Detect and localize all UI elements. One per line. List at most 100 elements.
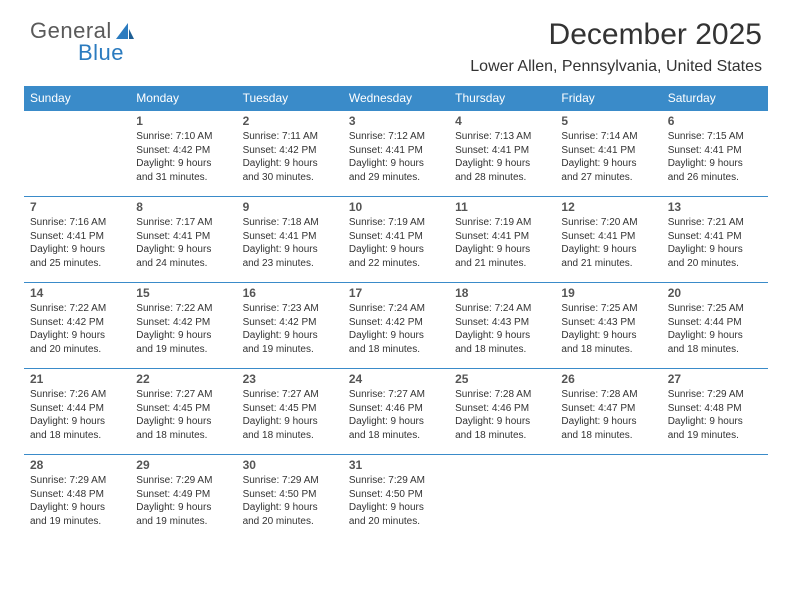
day-number: 27 [668, 372, 762, 386]
day-number: 14 [30, 286, 124, 300]
calendar-day-cell: 10 Sunrise: 7:19 AMSunset: 4:41 PMDayligh… [343, 197, 449, 283]
calendar-day-cell: 23 Sunrise: 7:27 AMSunset: 4:45 PMDayligh… [237, 369, 343, 455]
day-number: 2 [243, 114, 337, 128]
day-number: 12 [561, 200, 655, 214]
day-number: 6 [668, 114, 762, 128]
calendar-body: 1 Sunrise: 7:10 AMSunset: 4:42 PMDaylight… [24, 111, 768, 541]
day-detail-text: Sunrise: 7:16 AMSunset: 4:41 PMDaylight:… [30, 216, 124, 270]
calendar-day-cell: 5 Sunrise: 7:14 AMSunset: 4:41 PMDaylight… [555, 111, 661, 197]
day-detail-text: Sunrise: 7:22 AMSunset: 4:42 PMDaylight:… [136, 302, 230, 356]
day-number: 26 [561, 372, 655, 386]
calendar-day-cell: 13Sunrise: 7:21 AMSunset: 4:41 PMDayligh… [662, 197, 768, 283]
day-detail-text: Sunrise: 7:27 AMSunset: 4:46 PMDaylight:… [349, 388, 443, 442]
calendar-week-row: 21 Sunrise: 7:26 AMSunset: 4:44 PMDayligh… [24, 369, 768, 455]
day-detail-text: Sunrise: 7:28 AMSunset: 4:46 PMDaylight:… [455, 388, 549, 442]
day-detail-text: Sunrise: 7:17 AMSunset: 4:41 PMDaylight:… [136, 216, 230, 270]
calendar-day-cell: 18Sunrise: 7:24 AMSunset: 4:43 PMDayligh… [449, 283, 555, 369]
calendar-day-cell: 31 Sunrise: 7:29 AMSunset: 4:50 PMDayligh… [343, 455, 449, 541]
calendar-table: Sunday Monday Tuesday Wednesday Thursday… [24, 86, 768, 541]
day-number: 22 [136, 372, 230, 386]
day-number: 31 [349, 458, 443, 472]
calendar-day-cell: 27 Sunrise: 7:29 AMSunset: 4:48 PMDayligh… [662, 369, 768, 455]
day-detail-text: Sunrise: 7:27 AMSunset: 4:45 PMDaylight:… [136, 388, 230, 442]
day-detail-text: Sunrise: 7:20 AMSunset: 4:41 PMDaylight:… [561, 216, 655, 270]
calendar-day-cell: 28 Sunrise: 7:29 AMSunset: 4:48 PMDayligh… [24, 455, 130, 541]
day-number: 18 [455, 286, 549, 300]
day-detail-text: Sunrise: 7:29 AMSunset: 4:50 PMDaylight:… [349, 474, 443, 528]
day-detail-text: Sunrise: 7:13 AMSunset: 4:41 PMDaylight:… [455, 130, 549, 184]
calendar-day-cell: 3Sunrise: 7:12 AMSunset: 4:41 PMDaylight… [343, 111, 449, 197]
day-number: 10 [349, 200, 443, 214]
calendar-day-cell: 14 Sunrise: 7:22 AMSunset: 4:42 PMDayligh… [24, 283, 130, 369]
day-number: 28 [30, 458, 124, 472]
day-header: Tuesday [237, 86, 343, 111]
day-number: 17 [349, 286, 443, 300]
day-number: 15 [136, 286, 230, 300]
calendar-day-cell: 30 Sunrise: 7:29 AMSunset: 4:50 PMDayligh… [237, 455, 343, 541]
day-number: 24 [349, 372, 443, 386]
day-detail-text: Sunrise: 7:28 AMSunset: 4:47 PMDaylight:… [561, 388, 655, 442]
calendar-week-row: 28 Sunrise: 7:29 AMSunset: 4:48 PMDayligh… [24, 455, 768, 541]
calendar-day-cell: 11 Sunrise: 7:19 AMSunset: 4:41 PMDayligh… [449, 197, 555, 283]
day-detail-text: Sunrise: 7:29 AMSunset: 4:48 PMDaylight:… [30, 474, 124, 528]
day-number: 19 [561, 286, 655, 300]
day-detail-text: Sunrise: 7:15 AMSunset: 4:41 PMDaylight:… [668, 130, 762, 184]
calendar-day-cell: 16Sunrise: 7:23 AMSunset: 4:42 PMDayligh… [237, 283, 343, 369]
calendar-day-cell: 25 Sunrise: 7:28 AMSunset: 4:46 PMDayligh… [449, 369, 555, 455]
day-number: 9 [243, 200, 337, 214]
calendar-week-row: 1 Sunrise: 7:10 AMSunset: 4:42 PMDaylight… [24, 111, 768, 197]
day-detail-text: Sunrise: 7:26 AMSunset: 4:44 PMDaylight:… [30, 388, 124, 442]
day-number: 23 [243, 372, 337, 386]
day-detail-text: Sunrise: 7:22 AMSunset: 4:42 PMDaylight:… [30, 302, 124, 356]
calendar-day-cell: 9 Sunrise: 7:18 AMSunset: 4:41 PMDaylight… [237, 197, 343, 283]
day-number: 4 [455, 114, 549, 128]
brand-logo: General Blue [30, 18, 136, 72]
day-detail-text: Sunrise: 7:24 AMSunset: 4:42 PMDaylight:… [349, 302, 443, 356]
calendar-day-cell: 19 Sunrise: 7:25 AMSunset: 4:43 PMDayligh… [555, 283, 661, 369]
calendar-day-cell: 15 Sunrise: 7:22 AMSunset: 4:42 PMDayligh… [130, 283, 236, 369]
day-number: 25 [455, 372, 549, 386]
day-header: Sunday [24, 86, 130, 111]
calendar-week-row: 14 Sunrise: 7:22 AMSunset: 4:42 PMDayligh… [24, 283, 768, 369]
day-detail-text: Sunrise: 7:25 AMSunset: 4:44 PMDaylight:… [668, 302, 762, 356]
calendar-day-cell: 6 Sunrise: 7:15 AMSunset: 4:41 PMDaylight… [662, 111, 768, 197]
calendar-day-cell: 21 Sunrise: 7:26 AMSunset: 4:44 PMDayligh… [24, 369, 130, 455]
day-number: 13 [668, 200, 762, 214]
day-header-row: Sunday Monday Tuesday Wednesday Thursday… [24, 86, 768, 111]
day-header: Thursday [449, 86, 555, 111]
day-number: 30 [243, 458, 337, 472]
day-number: 29 [136, 458, 230, 472]
calendar-day-cell: 22 Sunrise: 7:27 AMSunset: 4:45 PMDayligh… [130, 369, 236, 455]
day-header: Wednesday [343, 86, 449, 111]
day-number: 1 [136, 114, 230, 128]
day-header: Friday [555, 86, 661, 111]
day-number: 7 [30, 200, 124, 214]
day-number: 5 [561, 114, 655, 128]
day-detail-text: Sunrise: 7:10 AMSunset: 4:42 PMDaylight:… [136, 130, 230, 184]
calendar-day-cell: 24 Sunrise: 7:27 AMSunset: 4:46 PMDayligh… [343, 369, 449, 455]
calendar-day-cell: 2 Sunrise: 7:11 AMSunset: 4:42 PMDaylight… [237, 111, 343, 197]
day-detail-text: Sunrise: 7:29 AMSunset: 4:49 PMDaylight:… [136, 474, 230, 528]
day-detail-text: Sunrise: 7:18 AMSunset: 4:41 PMDaylight:… [243, 216, 337, 270]
day-detail-text: Sunrise: 7:14 AMSunset: 4:41 PMDaylight:… [561, 130, 655, 184]
day-detail-text: Sunrise: 7:19 AMSunset: 4:41 PMDaylight:… [455, 216, 549, 270]
day-header: Monday [130, 86, 236, 111]
day-detail-text: Sunrise: 7:27 AMSunset: 4:45 PMDaylight:… [243, 388, 337, 442]
brand-name-2: Blue [78, 40, 124, 65]
day-number: 21 [30, 372, 124, 386]
day-number: 16 [243, 286, 337, 300]
day-detail-text: Sunrise: 7:19 AMSunset: 4:41 PMDaylight:… [349, 216, 443, 270]
day-detail-text: Sunrise: 7:29 AMSunset: 4:50 PMDaylight:… [243, 474, 337, 528]
calendar-day-cell [449, 455, 555, 541]
day-detail-text: Sunrise: 7:29 AMSunset: 4:48 PMDaylight:… [668, 388, 762, 442]
calendar-day-cell: 29 Sunrise: 7:29 AMSunset: 4:49 PMDayligh… [130, 455, 236, 541]
calendar-day-cell: 4 Sunrise: 7:13 AMSunset: 4:41 PMDaylight… [449, 111, 555, 197]
calendar-day-cell: 1 Sunrise: 7:10 AMSunset: 4:42 PMDaylight… [130, 111, 236, 197]
calendar-day-cell [24, 111, 130, 197]
calendar-week-row: 7 Sunrise: 7:16 AMSunset: 4:41 PMDaylight… [24, 197, 768, 283]
day-detail-text: Sunrise: 7:12 AMSunset: 4:41 PMDaylight:… [349, 130, 443, 184]
day-detail-text: Sunrise: 7:25 AMSunset: 4:43 PMDaylight:… [561, 302, 655, 356]
day-detail-text: Sunrise: 7:11 AMSunset: 4:42 PMDaylight:… [243, 130, 337, 184]
day-number: 11 [455, 200, 549, 214]
calendar-day-cell [555, 455, 661, 541]
